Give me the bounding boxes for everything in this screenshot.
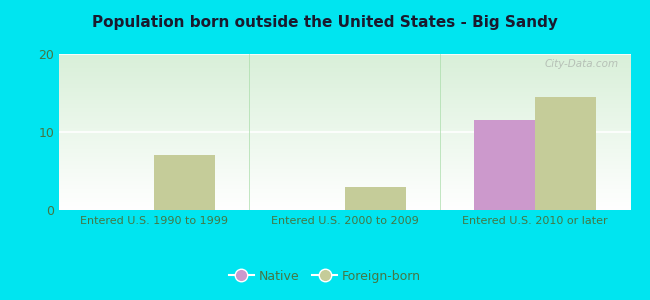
Legend: Native, Foreign-born: Native, Foreign-born: [224, 265, 426, 288]
Text: Population born outside the United States - Big Sandy: Population born outside the United State…: [92, 15, 558, 30]
Bar: [535, 97, 596, 210]
Bar: [344, 187, 406, 210]
Bar: [154, 155, 215, 210]
Bar: [474, 120, 535, 210]
Text: City-Data.com: City-Data.com: [545, 59, 619, 69]
